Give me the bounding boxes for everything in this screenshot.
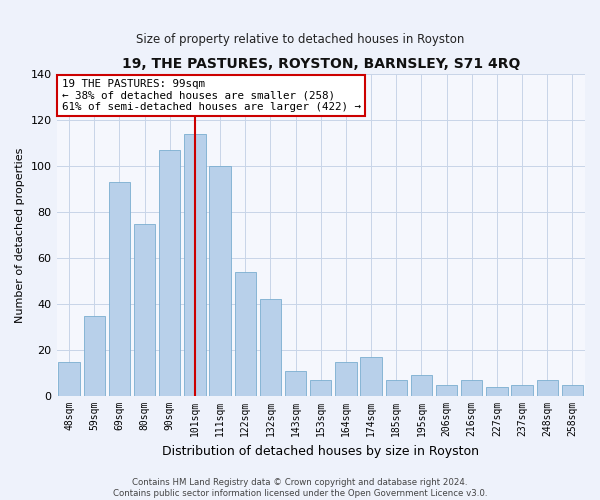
Bar (184, 134, 206, 396)
Y-axis label: Number of detached properties: Number of detached properties (15, 148, 25, 322)
Bar (310, 380, 331, 396)
Bar (285, 371, 307, 396)
Bar (386, 380, 407, 396)
Title: 19, THE PASTURES, ROYSTON, BARNSLEY, S71 4RQ: 19, THE PASTURES, ROYSTON, BARNSLEY, S71… (122, 58, 520, 71)
Bar (536, 380, 558, 396)
Bar (260, 300, 281, 396)
Bar (411, 376, 432, 396)
Bar (335, 362, 356, 396)
Bar (58, 362, 80, 396)
Bar (209, 166, 231, 396)
Bar (83, 316, 105, 396)
Bar (461, 380, 482, 396)
Text: 19 THE PASTURES: 99sqm
← 38% of detached houses are smaller (258)
61% of semi-de: 19 THE PASTURES: 99sqm ← 38% of detached… (62, 79, 361, 112)
Bar (134, 224, 155, 396)
Bar (361, 357, 382, 396)
Bar (562, 384, 583, 396)
Text: Contains HM Land Registry data © Crown copyright and database right 2024.
Contai: Contains HM Land Registry data © Crown c… (113, 478, 487, 498)
Bar (511, 384, 533, 396)
X-axis label: Distribution of detached houses by size in Royston: Distribution of detached houses by size … (162, 444, 479, 458)
Bar (436, 384, 457, 396)
Text: Size of property relative to detached houses in Royston: Size of property relative to detached ho… (136, 32, 464, 46)
Bar (159, 150, 181, 396)
Bar (235, 272, 256, 396)
Bar (486, 387, 508, 396)
Bar (109, 182, 130, 396)
